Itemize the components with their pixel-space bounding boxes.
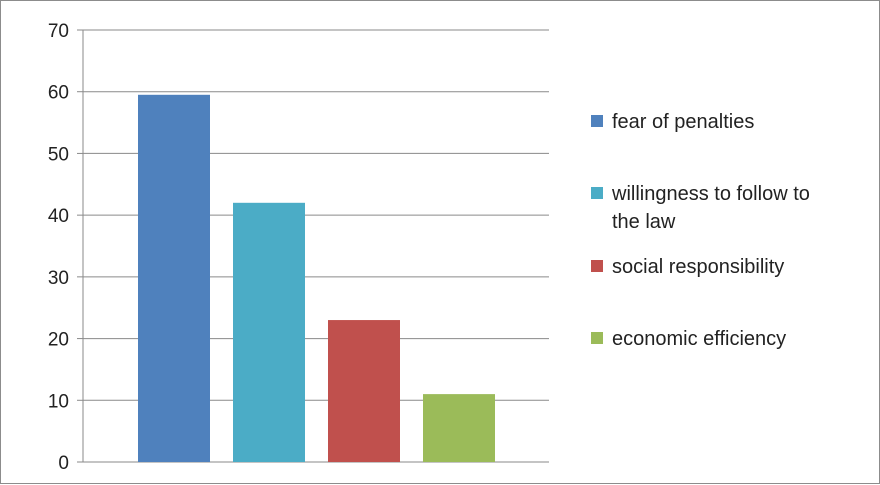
- legend-swatch: [591, 332, 603, 344]
- legend-label: fear of penalties: [612, 111, 754, 133]
- y-tick-label: 60: [48, 83, 69, 104]
- legend-label: social responsibility: [612, 256, 784, 278]
- bar-economic-efficiency: [423, 394, 495, 462]
- bar-social-responsibility: [328, 320, 400, 462]
- legend-swatch: [591, 187, 603, 199]
- y-tick-labels: 0 10 20 30 40 50 60 70: [48, 21, 69, 474]
- legend-swatch: [591, 115, 603, 127]
- y-tick-label: 20: [48, 330, 69, 351]
- legend-label: economic efficiency: [612, 328, 786, 350]
- y-tick-label: 0: [58, 453, 69, 474]
- legend-label: willingness to follow to: [611, 183, 810, 205]
- y-tick-label: 30: [48, 268, 69, 289]
- legend-label: the law: [612, 211, 676, 233]
- y-tick-label: 40: [48, 206, 69, 227]
- y-tick-label: 70: [48, 21, 69, 42]
- bar-fear-of-penalties: [138, 94, 210, 463]
- y-tick-label: 50: [48, 144, 69, 165]
- y-tick-label: 10: [48, 391, 69, 412]
- legend: fear of penalties willingness to follow t…: [591, 111, 810, 350]
- bar-willingness-to-follow-to-the-law: [233, 202, 305, 463]
- bars: [138, 94, 495, 463]
- legend-swatch: [591, 260, 603, 272]
